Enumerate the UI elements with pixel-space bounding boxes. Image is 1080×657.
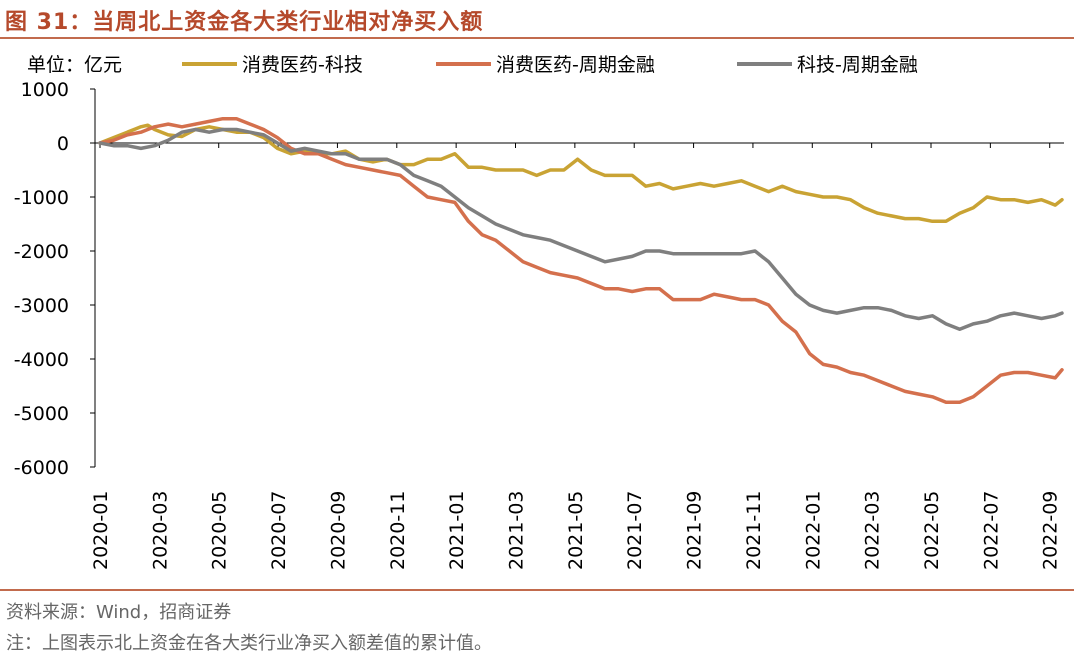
legend-label-3: 科技-周期金融 bbox=[797, 54, 918, 76]
y-tick-label: 1000 bbox=[21, 79, 69, 101]
legend-label-2: 消费医药-周期金融 bbox=[496, 54, 655, 76]
x-tick-label: 2021-07 bbox=[624, 491, 646, 570]
series-line-1 bbox=[98, 123, 1064, 224]
x-tick-label: 2022-01 bbox=[802, 491, 824, 570]
chart-title: 图 31：当周北上资金各大类行业相对净买入额 bbox=[5, 10, 484, 35]
legend-label-1: 消费医药-科技 bbox=[242, 54, 363, 76]
x-tick-label: 2020-01 bbox=[90, 491, 112, 570]
chart-series bbox=[98, 116, 1064, 404]
x-tick-label: 2020-09 bbox=[327, 491, 349, 570]
title-divider bbox=[0, 37, 1074, 39]
x-tick-label: 2022-09 bbox=[1040, 491, 1062, 570]
x-tick-label: 2021-01 bbox=[446, 491, 468, 570]
footer-divider bbox=[0, 589, 1074, 591]
x-tick-label: 2020-03 bbox=[149, 491, 171, 570]
y-tick-label: -4000 bbox=[14, 349, 69, 371]
chart-axes: 1000 0 -1000 -2000 -3000 -4000 -5000 -6000 2020-… bbox=[14, 79, 1064, 570]
note-text: 注：上图表示北上资金在各大类行业净买入额差值的累计值。 bbox=[6, 633, 492, 654]
chart-legend: 单位：亿元 消费医药-科技 消费医药-周期金融 科技-周期金融 bbox=[27, 54, 918, 76]
series-line-2 bbox=[98, 116, 1064, 404]
x-tick-label: 2022-07 bbox=[980, 491, 1002, 570]
x-tick-label: 2022-03 bbox=[862, 491, 884, 570]
x-tick-label: 2021-05 bbox=[565, 491, 587, 570]
x-tick-label: 2021-03 bbox=[506, 491, 528, 570]
x-tick-label: 2020-07 bbox=[268, 491, 290, 570]
x-tick-label: 2020-11 bbox=[387, 491, 409, 570]
y-tick-label: -5000 bbox=[14, 403, 69, 425]
series-line-3 bbox=[98, 127, 1064, 332]
y-tick-label: -3000 bbox=[14, 295, 69, 317]
x-tick-label: 2021-11 bbox=[743, 491, 765, 570]
x-tick-label: 2021-09 bbox=[684, 491, 706, 570]
y-tick-label: 0 bbox=[57, 133, 69, 155]
y-tick-label: -1000 bbox=[14, 187, 69, 209]
y-tick-label: -2000 bbox=[14, 241, 69, 263]
x-tick-label: 2022-05 bbox=[921, 491, 943, 570]
line-chart: 1000 0 -1000 -2000 -3000 -4000 -5000 -6000 2020-… bbox=[14, 54, 1064, 570]
source-text: 资料来源：Wind，招商证券 bbox=[6, 602, 232, 623]
y-tick-label: -6000 bbox=[14, 457, 69, 479]
unit-label: 单位：亿元 bbox=[27, 54, 122, 76]
x-tick-label: 2020-05 bbox=[209, 491, 231, 570]
